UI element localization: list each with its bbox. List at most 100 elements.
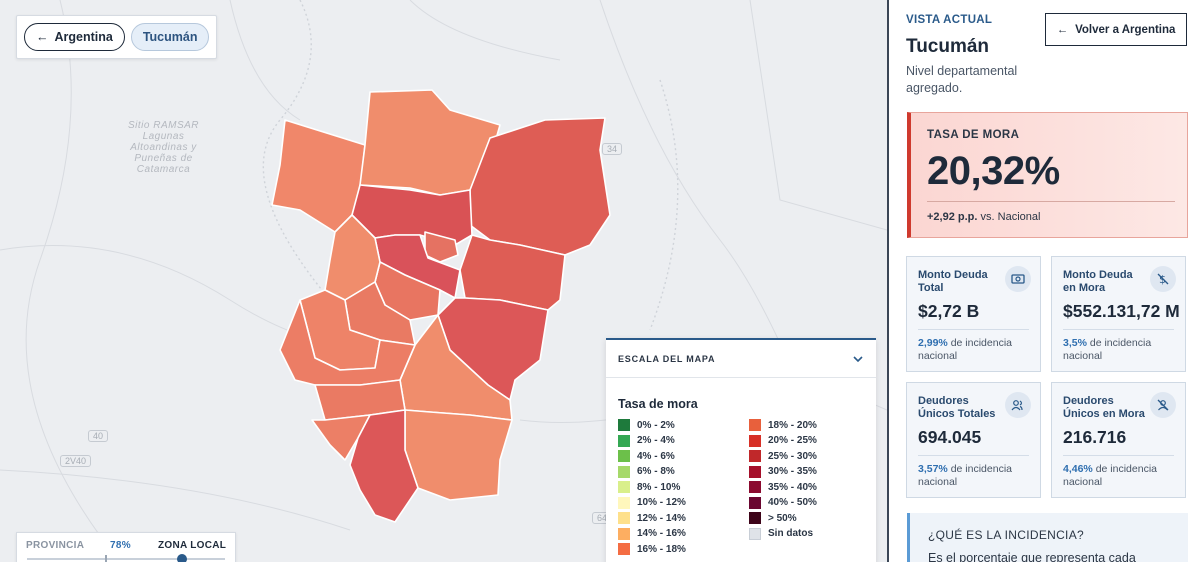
- stat-value: $552.131,72 M: [1063, 301, 1180, 321]
- legend-label: 8% - 10%: [637, 481, 681, 493]
- legend-item: 0% - 2%: [618, 419, 675, 431]
- legend-item: 16% - 18%: [618, 543, 686, 555]
- breadcrumb: ← Argentina Tucumán: [16, 15, 218, 59]
- breadcrumb-current[interactable]: Tucumán: [130, 23, 210, 51]
- stat-value: 694.045: [918, 427, 982, 447]
- legend-label: 0% - 2%: [637, 419, 675, 431]
- department-burruyacu[interactable]: [469, 117, 611, 256]
- legend-swatch: [749, 496, 761, 509]
- stat-note: 3,57% de incidencia nacional: [918, 463, 1012, 488]
- stat-card-deudores-mora: Deudores Únicos en Mora 216.716 4,46% de…: [1051, 382, 1186, 498]
- legend-swatch: [618, 543, 630, 555]
- legend-swatch: [618, 450, 630, 462]
- slider-handle[interactable]: [177, 554, 187, 562]
- legend-item: 10% - 12%: [618, 496, 686, 509]
- legend-label: 12% - 14%: [637, 512, 686, 524]
- stat-title: Deudores Únicos en Mora: [1063, 395, 1145, 420]
- user-off-icon: [1150, 392, 1176, 418]
- department-graneros[interactable]: [404, 409, 513, 501]
- legend-swatch: [618, 465, 630, 478]
- department-chicligasta[interactable]: [279, 299, 416, 386]
- map-area[interactable]: Sitio RAMSAR Lagunas Altoandinas y Puneñ…: [0, 0, 887, 562]
- legend-label: 35% - 40%: [768, 481, 817, 493]
- legend-item: 14% - 16%: [618, 527, 686, 540]
- detail-panel: VISTA ACTUAL Tucumán Nivel departamental…: [887, 0, 1200, 562]
- legend-swatch: [618, 512, 630, 524]
- legend-swatch: [618, 496, 630, 509]
- stat-note: 3,5% de incidencia nacional: [1063, 337, 1152, 362]
- legend-item: 4% - 6%: [618, 450, 675, 462]
- breadcrumb-back-button[interactable]: ← Argentina: [24, 23, 125, 51]
- route-badge: 34: [602, 143, 623, 155]
- scale-header[interactable]: ESCALA DEL MAPA: [606, 340, 876, 378]
- opacity-slider[interactable]: PROVINCIA 78% ZONA LOCAL: [16, 532, 236, 562]
- legend-item: 25% - 30%: [749, 450, 817, 462]
- slider-track[interactable]: [27, 558, 225, 560]
- slider-tick: [105, 555, 107, 562]
- eyebrow: VISTA ACTUAL: [906, 14, 993, 26]
- mora-title: TASA DE MORA: [927, 129, 1020, 141]
- legend-label: 40% - 50%: [768, 497, 817, 508]
- divider: [918, 455, 1029, 456]
- legend-label: 25% - 30%: [768, 450, 817, 462]
- divider: [1063, 329, 1174, 330]
- divider: [1063, 455, 1174, 456]
- back-to-argentina-button[interactable]: ← Volver a Argentina: [1045, 13, 1187, 46]
- legend-swatch: [749, 512, 761, 524]
- divider: [927, 201, 1175, 202]
- route-badge: 2V40: [60, 455, 92, 467]
- legend-swatch: [749, 450, 761, 462]
- region-subtitle: Nivel departamental agregado.: [906, 64, 1018, 95]
- chevron-down-icon[interactable]: [852, 353, 864, 365]
- legend-item: 30% - 35%: [749, 465, 817, 478]
- department-cruz-alta[interactable]: [459, 234, 566, 311]
- legend-label: 30% - 35%: [768, 466, 817, 477]
- route-badge: 40: [88, 430, 109, 442]
- stat-title: Monto Deuda Total: [918, 269, 988, 294]
- legend-item: 12% - 14%: [618, 512, 686, 524]
- money-off-icon: $: [1150, 266, 1176, 292]
- legend-swatch: [749, 527, 761, 540]
- money-icon: [1005, 266, 1031, 292]
- incidence-info-box: ¿QUÉ ES LA INCIDENCIA? Es el porcentaje …: [907, 513, 1188, 562]
- stat-title: Deudores Únicos Totales: [918, 395, 996, 420]
- legend-swatch: [618, 434, 630, 447]
- legend-label: 4% - 6%: [637, 450, 675, 462]
- mora-value: 20,32%: [927, 149, 1060, 193]
- legend-item: 8% - 10%: [618, 481, 680, 493]
- mora-comparison: +2,92 p.p. vs. Nacional: [927, 211, 1041, 223]
- arrow-left-icon: ←: [1056, 23, 1069, 36]
- svg-text:$: $: [1159, 273, 1166, 286]
- legend-swatch: [618, 419, 630, 431]
- map-canvas[interactable]: [0, 0, 887, 562]
- slider-right-label: ZONA LOCAL: [158, 540, 227, 551]
- legend-label: 2% - 4%: [637, 435, 675, 446]
- legend-label: 6% - 8%: [637, 466, 675, 477]
- legend-item: 20% - 25%: [749, 434, 817, 447]
- divider: [918, 329, 1029, 330]
- stat-title: Monto Deuda en Mora: [1063, 269, 1133, 294]
- map-scale-panel: ESCALA DEL MAPA Tasa de mora 0% - 2% 2% -…: [606, 338, 876, 562]
- department-la-cocha[interactable]: [349, 409, 419, 523]
- mora-rate-card: TASA DE MORA 20,32% +2,92 p.p. vs. Nacio…: [907, 112, 1188, 238]
- stat-card-monto-mora: Monto Deuda en Mora $ $552.131,72 M 3,5%…: [1051, 256, 1186, 372]
- stat-card-monto-total: Monto Deuda Total $2,72 B 2,99% de incid…: [906, 256, 1041, 372]
- ramsar-label: Sitio RAMSAR Lagunas Altoandinas y Puneñ…: [128, 120, 200, 175]
- legend-item: 6% - 8%: [618, 465, 675, 478]
- legend-item: 2% - 4%: [618, 434, 675, 447]
- stat-note: 2,99% de incidencia nacional: [918, 337, 1012, 362]
- legend-item: 40% - 50%: [749, 496, 817, 509]
- legend-swatch: [749, 481, 761, 493]
- info-body: Es el porcentaje que representa cada: [928, 551, 1136, 562]
- legend-swatch: [618, 527, 630, 540]
- slider-value: 78%: [110, 540, 131, 551]
- legend-swatch: [749, 434, 761, 447]
- slider-left-label: PROVINCIA: [26, 540, 85, 551]
- stat-value: 216.716: [1063, 427, 1127, 447]
- legend-swatch: [618, 481, 630, 493]
- users-icon: [1005, 392, 1031, 418]
- legend-swatch: [749, 465, 761, 478]
- legend-item: Sin datos: [749, 527, 813, 540]
- legend-item: > 50%: [749, 512, 797, 524]
- legend-label: 14% - 16%: [637, 528, 686, 539]
